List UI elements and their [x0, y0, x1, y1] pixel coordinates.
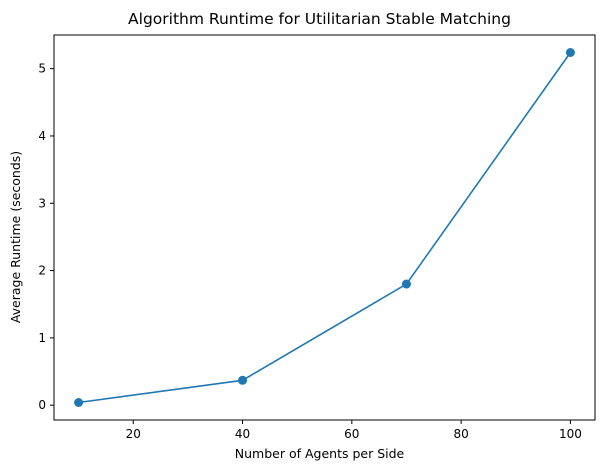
x-axis-label: Number of Agents per Side	[235, 446, 405, 461]
y-tick-label: 5	[38, 62, 46, 76]
data-series	[74, 48, 575, 407]
x-tick-label: 80	[453, 427, 468, 441]
x-tick-label: 40	[235, 427, 250, 441]
axis-ticks: 20 40 60 80 100 0 1 2 3 4 5	[38, 62, 582, 441]
data-point	[238, 375, 248, 385]
y-tick-label: 0	[38, 398, 46, 412]
y-tick-label: 4	[38, 129, 46, 143]
y-axis-label: Average Runtime (seconds)	[8, 151, 23, 323]
data-point	[74, 398, 84, 407]
series-line	[78, 52, 572, 404]
x-tick-label: 20	[126, 427, 141, 441]
data-point	[565, 48, 575, 57]
y-tick-label: 2	[38, 264, 46, 278]
x-tick-label: 100	[559, 427, 582, 441]
y-tick-label: 1	[38, 331, 46, 345]
chart-title: Algorithm Runtime for Utilitarian Stable…	[128, 10, 511, 28]
data-point	[401, 279, 411, 289]
y-tick-label: 3	[38, 196, 46, 210]
plot-area-frame	[53, 34, 596, 421]
x-tick-label: 60	[344, 427, 359, 441]
